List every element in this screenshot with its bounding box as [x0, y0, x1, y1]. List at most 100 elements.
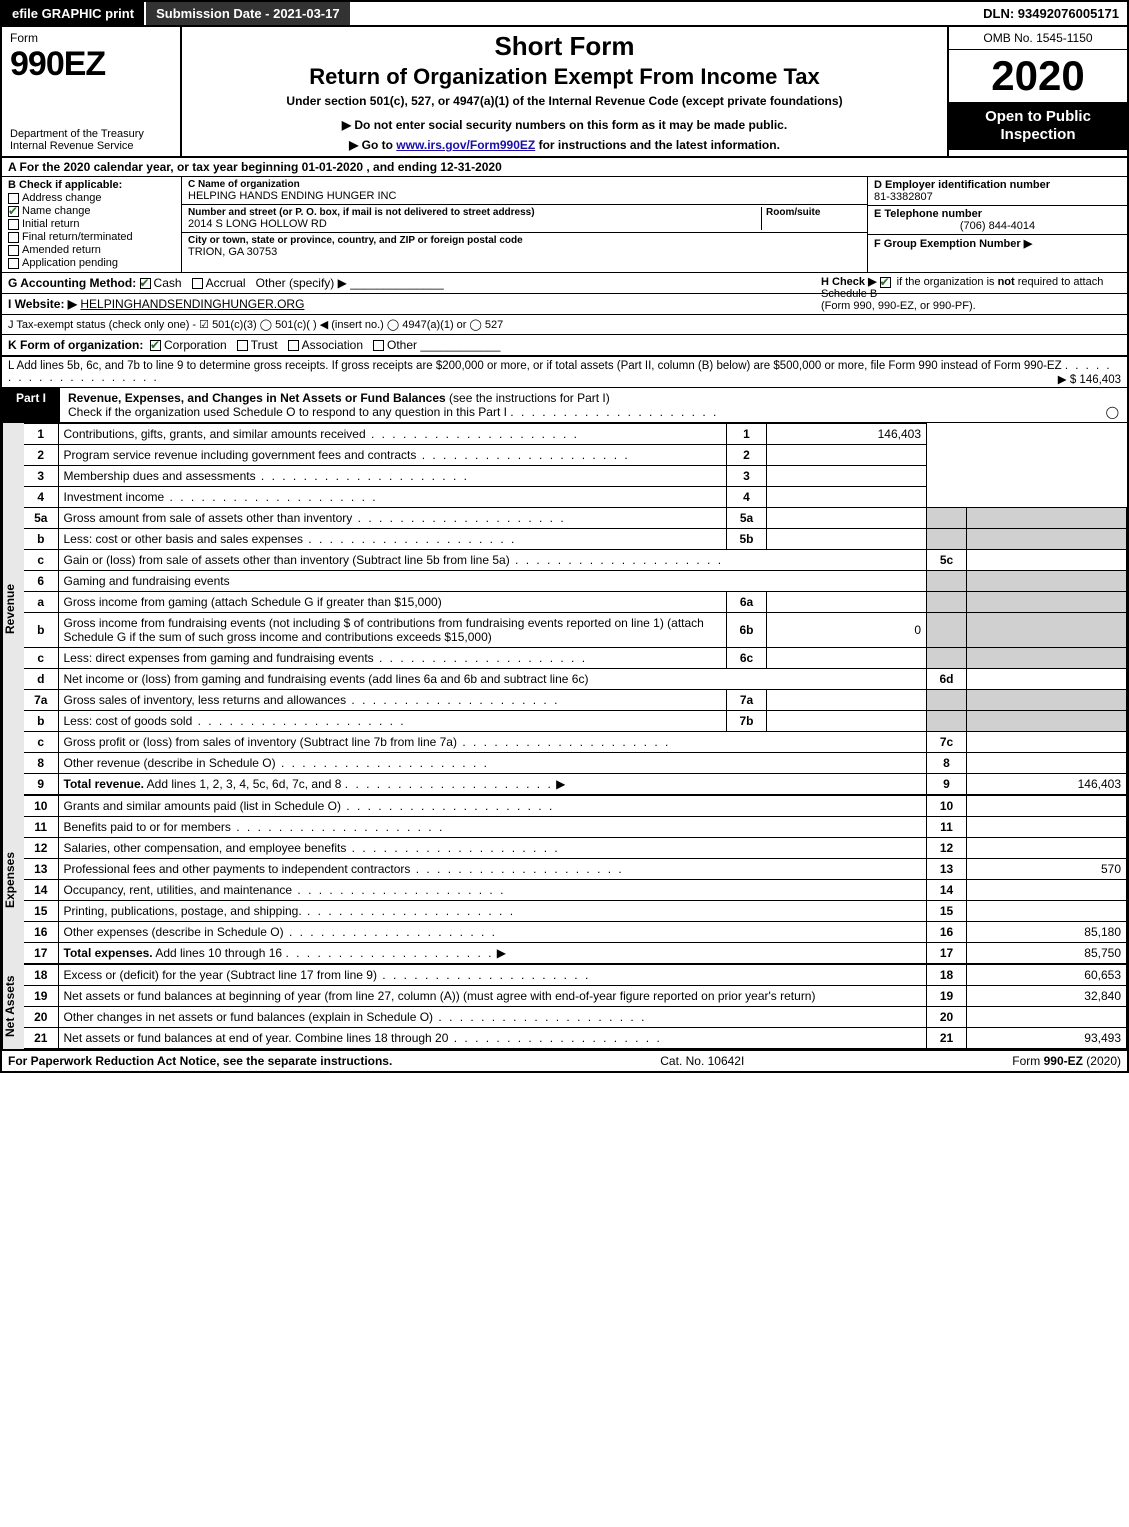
chk-trust[interactable]	[237, 340, 248, 351]
chk-name-change[interactable]: Name change	[8, 205, 175, 217]
expenses-tab: Expenses	[2, 795, 24, 964]
city-row: City or town, state or province, country…	[182, 233, 867, 260]
revenue-tab: Revenue	[2, 423, 24, 795]
line-g: G Accounting Method: Cash Accrual Other …	[2, 273, 1127, 294]
line-8: 8Other revenue (describe in Schedule O)8	[24, 753, 1127, 774]
c-label: C Name of organization	[188, 179, 861, 190]
chk-schedule-b[interactable]	[880, 277, 891, 288]
line-5a: 5aGross amount from sale of assets other…	[24, 508, 1127, 529]
chk-amended-return[interactable]: Amended return	[8, 244, 175, 256]
chk-initial-return[interactable]: Initial return	[8, 218, 175, 230]
part1-title: Revenue, Expenses, and Changes in Net As…	[68, 391, 446, 405]
line-15: 15Printing, publications, postage, and s…	[24, 901, 1127, 922]
org-name-row: C Name of organization HELPING HANDS END…	[182, 177, 867, 205]
l-text: L Add lines 5b, 6c, and 7b to line 9 to …	[8, 360, 1062, 372]
k-label: K Form of organization:	[8, 338, 143, 352]
phone-value: (706) 844-4014	[874, 220, 1121, 232]
other-org-label: Other	[387, 338, 417, 352]
group-exemption-row: F Group Exemption Number ▶	[868, 235, 1127, 252]
i-label: I Website: ▶	[8, 297, 77, 311]
other-label: Other (specify) ▶	[256, 276, 347, 290]
ein-row: D Employer identification number 81-3382…	[868, 177, 1127, 206]
line-14: 14Occupancy, rent, utilities, and mainte…	[24, 880, 1127, 901]
header-right: OMB No. 1545-1150 2020 Open to Public In…	[947, 27, 1127, 156]
chk-address-change[interactable]: Address change	[8, 192, 175, 204]
line-7b: bLess: cost of goods sold7b	[24, 711, 1127, 732]
chk-accrual[interactable]	[192, 278, 203, 289]
line-5c: cGain or (loss) from sale of assets othe…	[24, 550, 1127, 571]
street-value: 2014 S LONG HOLLOW RD	[188, 218, 761, 230]
netassets-section: Net Assets 18Excess or (deficit) for the…	[2, 964, 1127, 1049]
box-c: C Name of organization HELPING HANDS END…	[182, 177, 867, 272]
website-value: HELPINGHANDSENDINGHUNGER.ORG	[80, 297, 304, 311]
return-title: Return of Organization Exempt From Incom…	[192, 64, 937, 90]
line-4: 4Investment income4	[24, 487, 1127, 508]
header-left: Form 990EZ Department of the Treasury In…	[2, 27, 182, 156]
revenue-table: 1Contributions, gifts, grants, and simil…	[24, 423, 1127, 795]
line-1: 1Contributions, gifts, grants, and simil…	[24, 424, 1127, 445]
line-j: J Tax-exempt status (check only one) - ☑…	[2, 315, 1127, 335]
cash-label: Cash	[154, 276, 182, 290]
line-5b: bLess: cost or other basis and sales exp…	[24, 529, 1127, 550]
revenue-section: Revenue 1Contributions, gifts, grants, a…	[2, 423, 1127, 795]
line-6b: bGross income from fundraising events (n…	[24, 613, 1127, 648]
chk-association[interactable]	[288, 340, 299, 351]
under-section: Under section 501(c), 527, or 4947(a)(1)…	[192, 94, 937, 108]
expenses-table: 10Grants and similar amounts paid (list …	[24, 795, 1127, 964]
box-b: B Check if applicable: Address change Na…	[2, 177, 182, 272]
h-text1: H Check ▶	[821, 276, 877, 288]
chk-final-return[interactable]: Final return/terminated	[8, 231, 175, 243]
box-def: D Employer identification number 81-3382…	[867, 177, 1127, 272]
note2-pre: ▶ Go to	[349, 138, 396, 152]
line-13: 13Professional fees and other payments t…	[24, 859, 1127, 880]
line-a-tax-year: A For the 2020 calendar year, or tax yea…	[2, 158, 1127, 177]
submission-date-button[interactable]: Submission Date - 2021-03-17	[146, 2, 352, 25]
form-word: Form	[10, 31, 172, 45]
line-11: 11Benefits paid to or for members11	[24, 817, 1127, 838]
part1-sub: Check if the organization used Schedule …	[68, 405, 507, 419]
line-7a: 7aGross sales of inventory, less returns…	[24, 690, 1127, 711]
footer-right: Form 990-EZ (2020)	[1012, 1054, 1121, 1068]
city-label: City or town, state or province, country…	[188, 235, 861, 246]
f-label: F Group Exemption Number ▶	[874, 237, 1121, 250]
chk-other-org[interactable]	[373, 340, 384, 351]
irs-link[interactable]: www.irs.gov/Form990EZ	[396, 138, 535, 152]
form-number: 990EZ	[10, 45, 172, 84]
line-i: I Website: ▶ HELPINGHANDSENDINGHUNGER.OR…	[2, 294, 1127, 315]
street-label: Number and street (or P. O. box, if mail…	[188, 207, 761, 218]
line-7c: cGross profit or (loss) from sales of in…	[24, 732, 1127, 753]
line-19: 19Net assets or fund balances at beginni…	[24, 986, 1127, 1007]
chk-cash[interactable]	[140, 278, 151, 289]
corp-label: Corporation	[164, 338, 227, 352]
part1-checkbox[interactable]: ◯	[1106, 405, 1119, 419]
section-bcd: B Check if applicable: Address change Na…	[2, 177, 1127, 273]
line-21: 21Net assets or fund balances at end of …	[24, 1028, 1127, 1049]
footer-center: Cat. No. 10642I	[660, 1054, 744, 1068]
topbar-spacer	[352, 2, 976, 25]
d-label: D Employer identification number	[874, 179, 1121, 191]
ssn-warning: ▶ Do not enter social security numbers o…	[192, 118, 937, 132]
open-to-public: Open to Public Inspection	[949, 102, 1127, 150]
g-label: G Accounting Method:	[8, 276, 136, 290]
line-18: 18Excess or (deficit) for the year (Subt…	[24, 965, 1127, 986]
line-l: L Add lines 5b, 6c, and 7b to line 9 to …	[2, 357, 1127, 388]
netassets-table: 18Excess or (deficit) for the year (Subt…	[24, 964, 1127, 1049]
dept-line2: Internal Revenue Service	[10, 140, 172, 152]
line-k: K Form of organization: Corporation Trus…	[2, 335, 1127, 357]
chk-corporation[interactable]	[150, 340, 161, 351]
top-bar: efile GRAPHIC print Submission Date - 20…	[2, 2, 1127, 27]
line-12: 12Salaries, other compensation, and empl…	[24, 838, 1127, 859]
efile-print-button[interactable]: efile GRAPHIC print	[2, 2, 146, 25]
part1-header-row: Part I Revenue, Expenses, and Changes in…	[2, 388, 1127, 423]
room-label: Room/suite	[766, 207, 861, 218]
netassets-tab: Net Assets	[2, 964, 24, 1049]
line-2: 2Program service revenue including gover…	[24, 445, 1127, 466]
line-20: 20Other changes in net assets or fund ba…	[24, 1007, 1127, 1028]
line-16: 16Other expenses (describe in Schedule O…	[24, 922, 1127, 943]
part1-dots	[510, 405, 718, 419]
chk-application-pending[interactable]: Application pending	[8, 257, 175, 269]
part1-title-wrap: Revenue, Expenses, and Changes in Net As…	[60, 388, 1127, 422]
l-amount: ▶ $ 146,403	[1058, 372, 1121, 386]
line-17: 17Total expenses. Add lines 10 through 1…	[24, 943, 1127, 964]
short-form-title: Short Form	[192, 31, 937, 62]
